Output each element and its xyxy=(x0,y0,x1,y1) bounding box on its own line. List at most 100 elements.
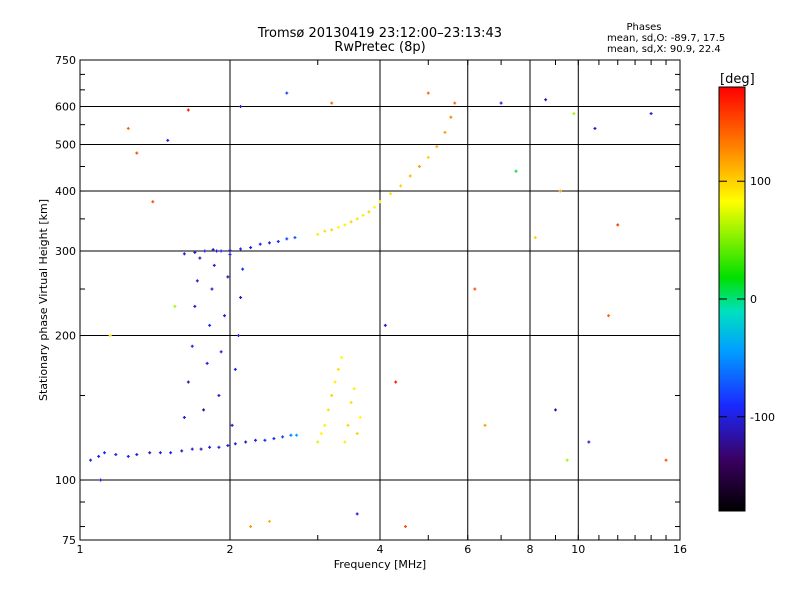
data-point xyxy=(378,200,382,204)
data-point xyxy=(355,432,359,436)
data-point xyxy=(212,263,216,267)
y-tick-label: 400 xyxy=(55,185,76,198)
data-point xyxy=(226,275,230,279)
data-point xyxy=(323,229,327,233)
data-point xyxy=(394,380,398,384)
data-point xyxy=(208,445,212,449)
data-point xyxy=(199,447,203,451)
chart-subtitle: RwPretec (8p) xyxy=(334,40,426,55)
data-point xyxy=(483,423,487,427)
data-point xyxy=(316,440,320,444)
data-point xyxy=(316,232,320,236)
data-point xyxy=(217,394,221,398)
data-point xyxy=(499,101,503,105)
data-point xyxy=(202,408,206,412)
x-tick-label: 16 xyxy=(673,543,687,556)
data-point xyxy=(544,98,548,102)
data-point xyxy=(408,174,412,178)
data-point xyxy=(226,444,230,448)
data-point xyxy=(203,249,207,253)
data-point xyxy=(186,108,190,112)
data-point xyxy=(126,454,130,458)
data-point xyxy=(383,323,387,327)
data-point xyxy=(239,247,243,251)
y-tick-label: 300 xyxy=(55,245,76,258)
data-point xyxy=(193,304,197,308)
data-point xyxy=(239,296,243,300)
data-point xyxy=(182,252,186,256)
data-point xyxy=(186,380,190,384)
data-point xyxy=(208,323,212,327)
data-point xyxy=(166,138,170,142)
data-point xyxy=(285,91,289,95)
data-point xyxy=(336,367,340,371)
data-point xyxy=(103,451,107,455)
data-point xyxy=(211,248,215,252)
data-point xyxy=(355,512,359,516)
data-point xyxy=(89,458,93,462)
data-point xyxy=(244,440,248,444)
data-point xyxy=(276,240,280,244)
x-tick-label: 4 xyxy=(377,543,384,556)
data-point xyxy=(241,267,245,271)
data-point xyxy=(333,380,337,384)
data-point xyxy=(148,451,152,455)
y-axis-label: Stationary phase Virtual Height [km] xyxy=(37,199,50,401)
y-tick-label: 200 xyxy=(55,330,76,343)
data-point xyxy=(295,433,299,437)
data-point xyxy=(233,442,237,446)
y-tick-label: 75 xyxy=(62,534,76,547)
data-point xyxy=(198,256,202,260)
data-point xyxy=(135,453,139,457)
y-tick-label: 500 xyxy=(55,139,76,152)
y-tick-label: 750 xyxy=(55,54,76,67)
data-point xyxy=(217,445,221,449)
data-point xyxy=(158,451,162,455)
x-tick-label: 6 xyxy=(464,543,471,556)
data-point xyxy=(135,151,139,155)
data-point xyxy=(558,189,562,193)
data-point xyxy=(326,408,330,412)
data-point xyxy=(236,334,240,338)
data-point xyxy=(349,220,353,224)
phases-title: Phases xyxy=(626,22,662,33)
data-point xyxy=(319,432,323,436)
data-point xyxy=(249,246,253,250)
data-point xyxy=(99,478,103,482)
data-point xyxy=(228,253,232,257)
data-point xyxy=(373,205,377,209)
data-point xyxy=(223,314,227,318)
data-point xyxy=(108,334,112,338)
data-point xyxy=(352,387,356,391)
data-point xyxy=(587,440,591,444)
data-point xyxy=(426,155,430,159)
data-point xyxy=(219,249,223,253)
data-point xyxy=(195,279,199,283)
data-point xyxy=(616,223,620,227)
x-tick-label: 10 xyxy=(571,543,585,556)
data-point xyxy=(607,314,611,318)
x-tick-label: 1 xyxy=(77,543,84,556)
data-point xyxy=(343,223,347,227)
y-tick-label: 100 xyxy=(55,474,76,487)
data-point xyxy=(253,438,257,442)
data-point xyxy=(267,241,271,245)
data-point xyxy=(367,210,371,214)
data-point xyxy=(664,458,668,462)
data-point xyxy=(289,433,293,437)
colorbar-tick-label: 0 xyxy=(750,293,757,306)
data-point xyxy=(228,248,232,252)
data-point xyxy=(330,228,334,232)
data-point xyxy=(233,367,237,371)
colorbar-tick-label: 100 xyxy=(750,175,771,188)
data-point xyxy=(151,200,155,204)
data-point xyxy=(258,242,262,246)
data-point xyxy=(553,408,557,412)
data-point xyxy=(190,344,194,348)
data-point xyxy=(182,415,186,419)
y-tick-label: 600 xyxy=(55,101,76,114)
data-point xyxy=(593,126,597,130)
data-point xyxy=(272,437,276,441)
data-point xyxy=(449,115,453,119)
data-point xyxy=(417,164,421,168)
